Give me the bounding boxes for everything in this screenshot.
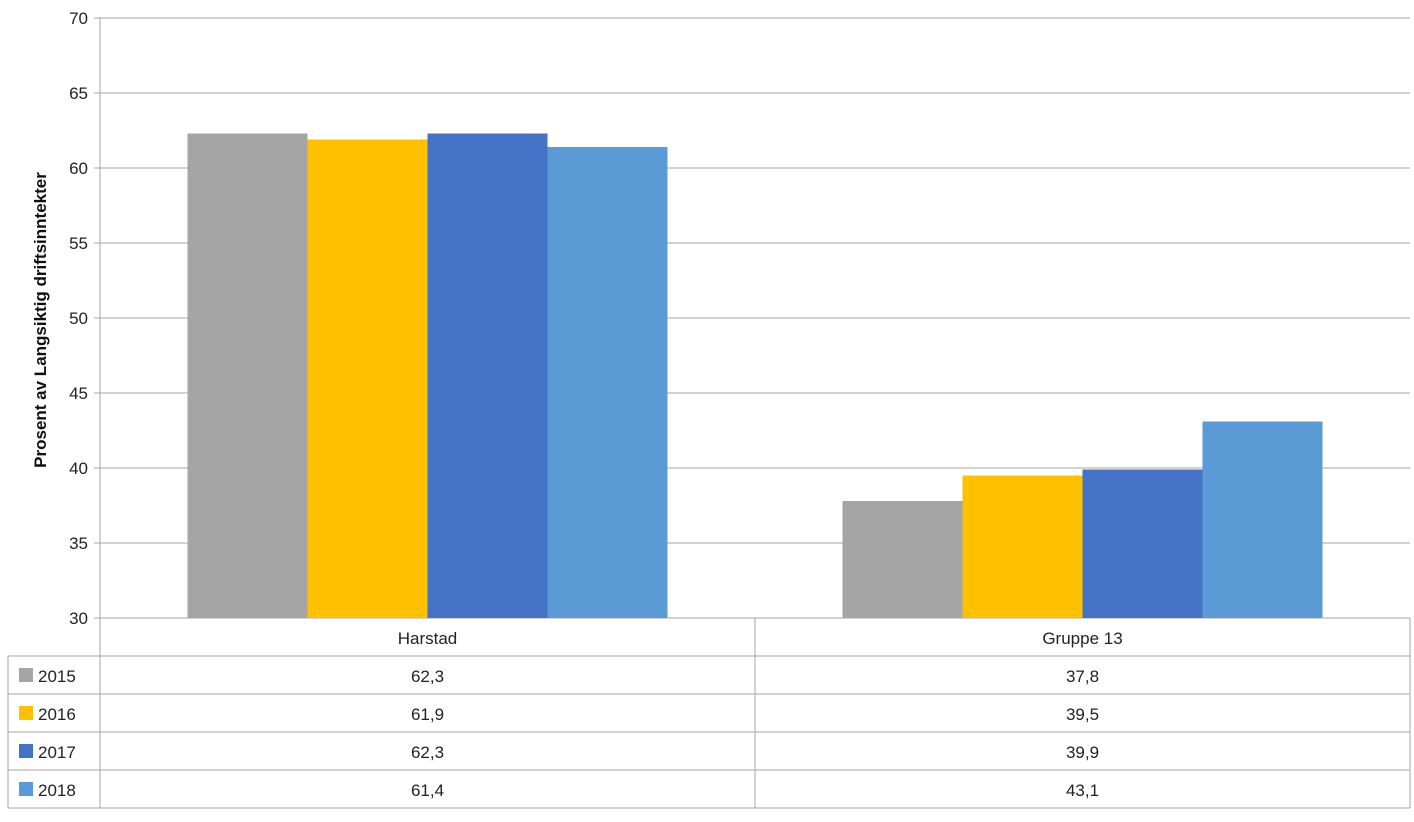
bar-2017-gruppe-13 — [1082, 469, 1203, 618]
data-label: 37,8 — [1066, 667, 1099, 686]
data-label: 62,3 — [411, 667, 444, 686]
legend-swatch — [19, 782, 33, 796]
category-label: Harstad — [398, 629, 458, 648]
data-label: 39,5 — [1066, 705, 1099, 724]
bar-2016-harstad — [307, 139, 428, 618]
y-tick-label: 60 — [69, 159, 88, 178]
y-tick-label: 70 — [69, 9, 88, 28]
legend-swatch — [19, 744, 33, 758]
data-table: Harstad Gruppe 13 2015 62,3 37,8 2016 61,9 39,5… — [7, 618, 1411, 809]
y-tick-label: 30 — [69, 609, 88, 628]
y-tick-label: 55 — [69, 234, 88, 253]
legend-label: 2016 — [38, 705, 76, 724]
bar-2016-gruppe-13 — [962, 475, 1083, 618]
y-tick-label: 50 — [69, 309, 88, 328]
legend-swatch — [19, 706, 33, 720]
bar-2015-gruppe-13 — [842, 501, 963, 618]
y-axis-label: Prosent av Langsiktig driftsinntekter — [31, 172, 50, 468]
legend-label: 2015 — [38, 667, 76, 686]
y-tick-label: 65 — [69, 84, 88, 103]
data-label: 39,9 — [1066, 743, 1099, 762]
bar-2018-harstad — [547, 147, 668, 618]
bars — [187, 133, 1323, 618]
y-axis-ticks: 30 35 40 45 50 55 60 65 70 — [69, 9, 88, 628]
data-label: 62,3 — [411, 743, 444, 762]
bar-2017-harstad — [427, 133, 548, 618]
data-label: 61,9 — [411, 705, 444, 724]
bar-2015-harstad — [187, 133, 308, 618]
bar-2018-gruppe-13 — [1202, 421, 1323, 618]
data-label: 61,4 — [411, 781, 444, 800]
y-tick-label: 45 — [69, 384, 88, 403]
legend-swatch — [19, 668, 33, 682]
y-tick-label: 40 — [69, 459, 88, 478]
y-tick-label: 35 — [69, 534, 88, 553]
data-label: 43,1 — [1066, 781, 1099, 800]
category-label: Gruppe 13 — [1042, 629, 1122, 648]
legend-label: 2017 — [38, 743, 76, 762]
legend-label: 2018 — [38, 781, 76, 800]
